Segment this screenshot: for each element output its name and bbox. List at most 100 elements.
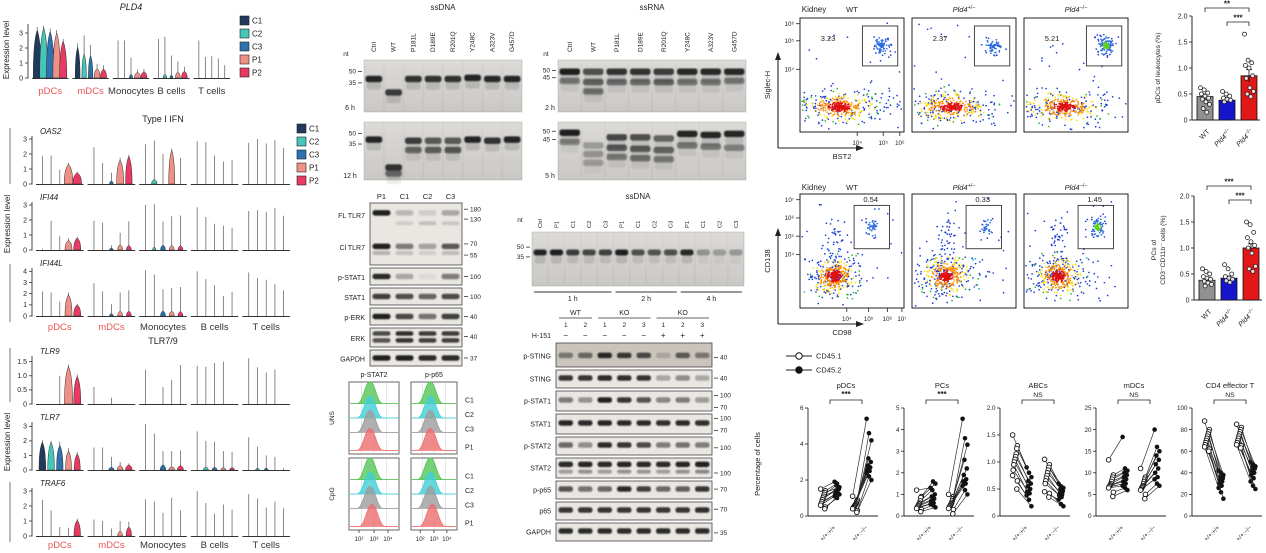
svg-text:10⁴: 10⁴ xyxy=(784,67,794,74)
svg-text:Y248C: Y248C xyxy=(470,32,477,52)
svg-text:+/+:+/+: +/+:+/+ xyxy=(1012,525,1030,543)
svg-text:Expression level: Expression level xyxy=(2,21,11,79)
svg-text:35: 35 xyxy=(349,141,357,148)
svg-text:***: *** xyxy=(1224,178,1234,187)
svg-text:2: 2 xyxy=(23,503,27,510)
svg-text:A323V: A323V xyxy=(708,32,715,52)
svg-text:PCs: PCs xyxy=(935,381,949,390)
svg-text:0: 0 xyxy=(23,467,27,474)
svg-text:0: 0 xyxy=(992,513,996,520)
svg-text:2: 2 xyxy=(583,322,587,329)
svg-text:B cells: B cells xyxy=(157,86,185,97)
svg-text:2: 2 xyxy=(622,322,626,329)
svg-text:Siglec-H: Siglec-H xyxy=(763,71,772,99)
svg-text:***: *** xyxy=(937,390,947,399)
svg-text:CpG: CpG xyxy=(329,487,336,500)
svg-text:5: 5 xyxy=(896,405,900,412)
svg-text:2: 2 xyxy=(23,438,27,445)
svg-text:10³: 10³ xyxy=(370,537,379,543)
svg-text:UNS: UNS xyxy=(329,410,336,424)
svg-text:C3: C3 xyxy=(446,192,456,201)
svg-text:p-STAT1: p-STAT1 xyxy=(524,399,551,406)
svg-text:1.0: 1.0 xyxy=(17,373,27,380)
svg-text:+/+:−/−: +/+:−/− xyxy=(948,525,966,543)
svg-text:C2: C2 xyxy=(465,412,474,419)
svg-text:C2: C2 xyxy=(252,30,263,39)
svg-text:100: 100 xyxy=(720,416,731,423)
svg-text:pDCs: pDCs xyxy=(48,540,72,551)
svg-text:nt: nt xyxy=(517,217,523,224)
svg-text:Pld4+/−: Pld4+/− xyxy=(953,5,976,14)
svg-text:TLR9: TLR9 xyxy=(40,347,60,356)
svg-text:Pld4−/−: Pld4−/− xyxy=(1065,183,1088,192)
svg-text:BST2: BST2 xyxy=(833,152,852,161)
svg-text:PLD4: PLD4 xyxy=(120,2,143,12)
svg-text:NS: NS xyxy=(1225,392,1235,399)
svg-text:R201Q: R201Q xyxy=(450,31,457,52)
svg-text:P1: P1 xyxy=(309,164,319,173)
svg-text:100: 100 xyxy=(720,445,731,452)
svg-text:p-STING: p-STING xyxy=(523,354,551,361)
svg-text:6 h: 6 h xyxy=(345,105,355,112)
svg-text:10⁴: 10⁴ xyxy=(383,536,393,543)
bar-pcs: PCs of CD3⁻CD11b⁻ cells (%) 0 0.5 1.0 1.5 2.0 *… xyxy=(1148,178,1266,365)
svg-text:10⁶: 10⁶ xyxy=(785,215,795,222)
svg-text:10: 10 xyxy=(1084,470,1092,477)
svg-text:10⁴: 10⁴ xyxy=(852,140,862,147)
svg-text:A323V: A323V xyxy=(489,32,496,52)
svg-text:0: 0 xyxy=(23,247,27,254)
svg-text:CD45.1: CD45.1 xyxy=(816,352,841,361)
svg-text:2.0: 2.0 xyxy=(1180,193,1190,200)
svg-text:WT: WT xyxy=(846,5,858,14)
svg-text:CD98: CD98 xyxy=(832,328,851,337)
svg-text:G457D: G457D xyxy=(509,31,516,52)
svg-text:Expression level: Expression level xyxy=(3,195,12,253)
svg-text:5: 5 xyxy=(1088,492,1092,499)
svg-text:C2: C2 xyxy=(718,221,724,228)
hist-panel: p-STAT2 p-p65 UNS CpG 10² 10³ 10⁴ C1 C2 C3 P1 C1 C2 C… xyxy=(322,368,522,553)
gel-ssrna-mutants: ssRNA nt Ctrl WT P181L D189E R201Q Y248C A323V G4… xyxy=(538,0,750,193)
svg-text:10⁶: 10⁶ xyxy=(895,140,905,147)
svg-text:P2: P2 xyxy=(309,177,319,186)
svg-text:T cells: T cells xyxy=(198,86,226,97)
svg-text:P181L: P181L xyxy=(614,33,621,52)
svg-text:70: 70 xyxy=(720,486,728,493)
svg-text:1: 1 xyxy=(661,322,665,329)
svg-text:IFI44L: IFI44L xyxy=(40,259,63,268)
svg-text:C1: C1 xyxy=(465,474,474,481)
svg-text:WT: WT xyxy=(391,42,398,52)
svg-text:4: 4 xyxy=(23,269,27,276)
svg-text:WT: WT xyxy=(570,310,582,317)
svg-text:+/+:+/+: +/+:+/+ xyxy=(820,525,838,543)
svg-text:ssDNA: ssDNA xyxy=(431,3,457,12)
flow-row-2: Kidney WT 0.54 Pld4+/− 0.33 Pld4−/− 1.45 10⁷ 10⁶… xyxy=(750,178,1180,353)
svg-text:PCs of: PCs of xyxy=(1151,240,1158,261)
svg-text:2: 2 xyxy=(23,291,27,298)
svg-text:STAT2: STAT2 xyxy=(530,466,551,473)
svg-text:70: 70 xyxy=(720,507,728,514)
svg-text:CD138: CD138 xyxy=(763,249,772,272)
svg-text:35: 35 xyxy=(349,80,357,87)
svg-text:WT: WT xyxy=(1199,128,1212,141)
svg-text:0: 0 xyxy=(1184,513,1188,520)
svg-text:ssRNA: ssRNA xyxy=(640,3,666,12)
svg-text:P1: P1 xyxy=(465,444,474,451)
svg-text:TLR7: TLR7 xyxy=(40,413,60,422)
svg-text:mDCs: mDCs xyxy=(98,322,125,333)
svg-text:25: 25 xyxy=(1084,405,1092,412)
svg-text:Ctrl: Ctrl xyxy=(567,41,574,52)
svg-text:C2: C2 xyxy=(465,488,474,495)
svg-text:10²: 10² xyxy=(416,537,425,543)
svg-text:1.0: 1.0 xyxy=(1178,65,1188,72)
svg-text:C1: C1 xyxy=(636,221,642,228)
svg-text:TRAF6: TRAF6 xyxy=(40,479,66,488)
svg-text:2: 2 xyxy=(23,151,27,158)
svg-text:0.54: 0.54 xyxy=(863,195,878,204)
svg-text:C1: C1 xyxy=(701,221,707,228)
svg-text:P1: P1 xyxy=(252,56,262,65)
svg-text:10⁵: 10⁵ xyxy=(864,316,874,323)
svg-text:40: 40 xyxy=(470,314,478,321)
svg-text:100: 100 xyxy=(470,274,481,281)
svg-text:10⁶: 10⁶ xyxy=(785,21,795,28)
